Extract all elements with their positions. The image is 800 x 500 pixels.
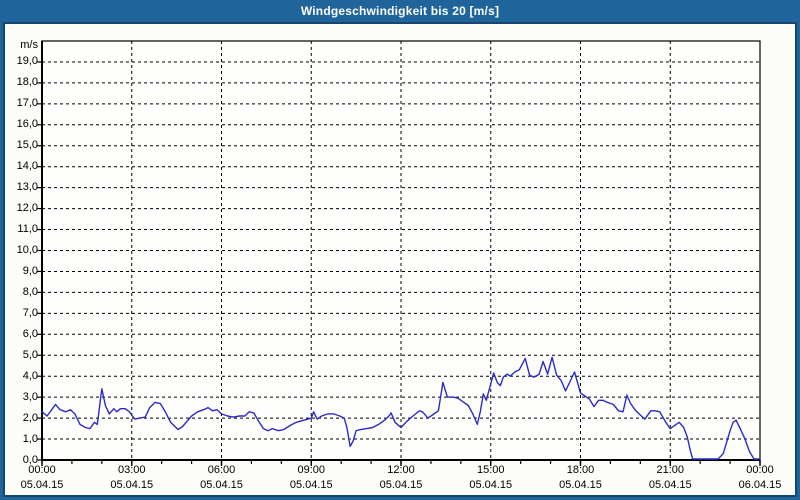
x-tick-time: 03:00 (117, 464, 146, 476)
x-axis-tick-label: 09:00 05.04.15 (275, 463, 347, 493)
x-tick-date: 06.04.15 (738, 479, 782, 491)
y-axis-tick-label: 4,0 (22, 369, 38, 382)
x-tick-date: 05.04.15 (110, 479, 154, 491)
x-axis-tick-label: 00:00 06.04.15 (724, 463, 796, 493)
y-axis-tick-label: 14,0 (16, 160, 38, 173)
y-axis-tick-label: 2,0 (22, 411, 38, 424)
x-tick-date: 05.04.15 (200, 479, 243, 491)
y-axis-tick-label: 12,0 (16, 202, 38, 215)
y-axis-tick-label: 6,0 (22, 327, 38, 340)
y-axis-tick-label: 13,0 (16, 181, 38, 194)
chart-title-bar: Windgeschwindigkeit bis 20 [m/s] (0, 0, 800, 22)
y-axis-tick-label: 19,0 (16, 55, 38, 68)
y-axis-tick-label: 1,0 (22, 432, 38, 445)
y-axis-tick-label: 18,0 (16, 76, 38, 89)
x-tick-date: 05.04.15 (289, 479, 333, 491)
y-axis-tick-label: 8,0 (22, 285, 38, 298)
x-tick-date: 05.04.15 (648, 479, 692, 491)
x-tick-time: 21:00 (656, 464, 685, 476)
x-tick-time: 06:00 (207, 464, 236, 476)
x-tick-time: 00:00 (28, 464, 56, 476)
y-axis-tick-label: 9,0 (22, 264, 38, 277)
x-tick-time: 09:00 (297, 464, 326, 476)
y-axis-unit-label: m/s (20, 39, 38, 51)
x-tick-date: 05.04.15 (469, 479, 513, 491)
x-tick-date: 05.04.15 (379, 479, 423, 491)
y-axis-tick-label: 11,0 (17, 223, 38, 236)
x-axis-tick-label: 12:00 05.04.15 (365, 463, 437, 493)
x-axis-tick-label: 21:00 05.04.15 (634, 463, 706, 493)
chart-content-area (3, 22, 797, 497)
y-axis-tick-label: 15,0 (16, 139, 38, 152)
x-axis-tick-label: 03:00 05.04.15 (96, 463, 168, 493)
y-axis-tick-label: 3,0 (22, 390, 38, 403)
chart-title: Windgeschwindigkeit bis 20 [m/s] (300, 4, 500, 18)
x-axis-tick-label: 06:00 05.04.15 (186, 463, 258, 493)
x-tick-time: 15:00 (476, 464, 505, 476)
x-tick-time: 00:00 (746, 464, 774, 476)
x-tick-time: 12:00 (387, 464, 415, 476)
x-axis-tick-label: 00:00 05.04.15 (6, 463, 78, 493)
x-axis-tick-label: 18:00 05.04.15 (545, 463, 617, 493)
x-tick-date: 05.04.15 (559, 479, 602, 491)
y-axis-tick-label: 5,0 (22, 348, 38, 361)
y-axis-tick-label: 17,0 (16, 97, 38, 110)
y-axis-tick-label: 10,0 (16, 244, 38, 256)
x-tick-date: 05.04.15 (20, 479, 64, 491)
y-axis-tick-label: 7,0 (22, 306, 38, 319)
y-axis-tick-label: 0,0 (22, 453, 38, 466)
x-tick-time: 18:00 (566, 464, 595, 476)
x-axis-tick-label: 15:00 05.04.15 (455, 463, 527, 493)
y-axis-tick-label: 16,0 (16, 118, 38, 131)
